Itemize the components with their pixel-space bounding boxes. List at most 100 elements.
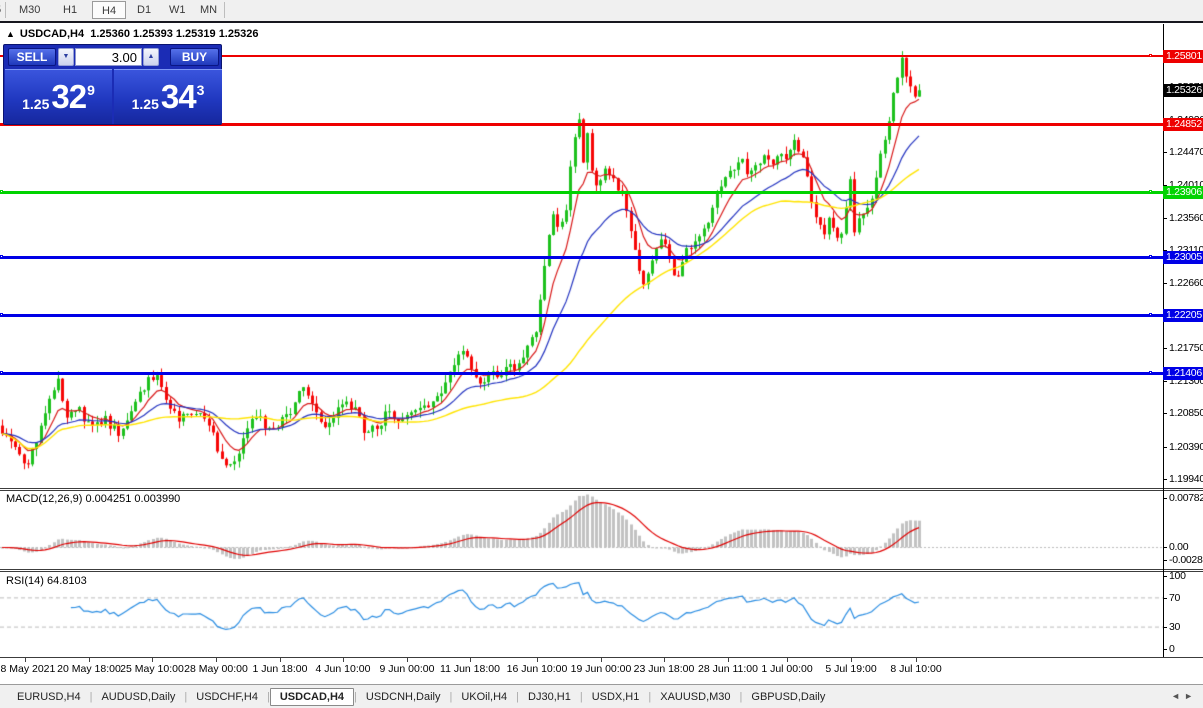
date-tick bbox=[728, 658, 729, 662]
date-label: 20 May 18:00 bbox=[57, 663, 121, 675]
price-tick bbox=[1163, 381, 1167, 382]
timeframe-button-h4[interactable]: H4 bbox=[92, 1, 127, 19]
date-tick bbox=[601, 658, 602, 662]
chart-tab-dj30[interactable]: DJ30,H1 bbox=[528, 690, 571, 703]
horizontal-line-1.25801[interactable] bbox=[0, 55, 1163, 57]
chart-tab-usdcnh[interactable]: USDCNH,Daily bbox=[365, 690, 441, 703]
buy-button[interactable]: BUY bbox=[170, 48, 219, 66]
timeframe-button-mn[interactable]: MN bbox=[200, 4, 218, 16]
horizontal-line-1.24852[interactable] bbox=[0, 123, 1163, 126]
date-label: 11 Jun 18:00 bbox=[440, 663, 500, 675]
date-label: 1 Jun 18:00 bbox=[252, 663, 308, 675]
level-price-label: 1.25801 bbox=[1163, 50, 1203, 63]
price-tick-label: 1.20850 bbox=[1169, 407, 1203, 419]
chart-tab-xauusd[interactable]: XAUUSD,M30 bbox=[660, 690, 731, 703]
tab-separator: | bbox=[579, 690, 583, 703]
rsi-canvas[interactable] bbox=[0, 573, 1163, 656]
buy-price-prefix: 1.25 bbox=[131, 96, 159, 112]
horizontal-line-1.21406[interactable] bbox=[0, 372, 1163, 375]
line-handle-left[interactable] bbox=[0, 255, 3, 258]
level-price-label: 1.22205 bbox=[1163, 309, 1203, 322]
buy-price-pip: 3 bbox=[196, 82, 205, 98]
level-price-label: 1.24852 bbox=[1163, 118, 1203, 131]
macd-axis-label: 0.007826 bbox=[1169, 492, 1203, 504]
line-handle-right[interactable] bbox=[1149, 190, 1152, 193]
tab-scroll-right-icon: ► bbox=[1184, 691, 1197, 701]
horizontal-line-1.23005[interactable] bbox=[0, 256, 1163, 259]
volume-increase-icon[interactable]: ▲ bbox=[143, 48, 159, 66]
line-handle-right[interactable] bbox=[1149, 54, 1152, 57]
timeframe-button-m30[interactable]: M30 bbox=[19, 4, 41, 16]
collapse-triangle-icon: ▲ bbox=[6, 29, 15, 39]
tab-separator: | bbox=[516, 690, 520, 703]
panel-separator[interactable] bbox=[0, 569, 1203, 570]
price-tick-label: 1.20390 bbox=[1169, 441, 1203, 453]
date-tick bbox=[25, 658, 26, 662]
price-tick bbox=[1163, 447, 1167, 448]
sell-button[interactable]: SELL bbox=[8, 48, 56, 66]
tab-scroll-arrows[interactable]: ◄► bbox=[1171, 691, 1197, 701]
volume-input[interactable] bbox=[75, 48, 142, 66]
chart-tab-gbpusd[interactable]: GBPUSD,Daily bbox=[751, 690, 826, 703]
chart-tab-usdx[interactable]: USDX,H1 bbox=[591, 690, 640, 703]
chart-window-border bbox=[0, 21, 1203, 23]
horizontal-line-1.23906[interactable] bbox=[0, 191, 1163, 194]
line-handle-right[interactable] bbox=[1149, 313, 1152, 316]
rsi-axis-label: 70 bbox=[1169, 592, 1181, 604]
date-tick bbox=[916, 658, 917, 662]
chart-tab-usdchf[interactable]: USDCHF,H4 bbox=[196, 690, 258, 703]
line-handle-left[interactable] bbox=[0, 371, 3, 374]
current-price-label: 1.25326 bbox=[1163, 84, 1203, 97]
price-tick-label: 1.24470 bbox=[1169, 146, 1203, 158]
date-tick bbox=[216, 658, 217, 662]
sell-price-big: 32 bbox=[51, 78, 87, 115]
line-handle-left[interactable] bbox=[0, 313, 3, 316]
macd-canvas[interactable] bbox=[0, 491, 1163, 568]
panel-separator[interactable] bbox=[0, 488, 1203, 489]
date-tick bbox=[89, 658, 90, 662]
panel-separator[interactable] bbox=[0, 490, 1203, 491]
rsi-axis-label: 0 bbox=[1169, 643, 1175, 655]
timeframe-button-w1[interactable]: W1 bbox=[169, 4, 186, 16]
chart-tab-audusd[interactable]: AUDUSD,Daily bbox=[101, 690, 176, 703]
macd-axis-label: -0.002859 bbox=[1169, 554, 1203, 566]
line-handle-right[interactable] bbox=[1149, 371, 1152, 374]
clipped-timeframe-button[interactable]: 5 bbox=[0, 1, 4, 19]
tab-separator: | bbox=[449, 690, 453, 703]
price-tick-label: 1.21750 bbox=[1169, 342, 1203, 354]
volume-decrease-icon[interactable]: ▼ bbox=[58, 48, 74, 66]
macd-tick bbox=[1163, 560, 1167, 561]
tab-separator: | bbox=[184, 690, 188, 703]
rsi-tick bbox=[1163, 627, 1167, 628]
line-handle-left[interactable] bbox=[0, 190, 3, 193]
date-label: 4 Jun 10:00 bbox=[315, 663, 371, 675]
date-label: 19 Jun 00:00 bbox=[570, 663, 632, 675]
macd-label: MACD(12,26,9) 0.004251 0.003990 bbox=[6, 493, 181, 505]
price-tick bbox=[1163, 283, 1167, 284]
line-handle-right[interactable] bbox=[1149, 255, 1152, 258]
panel-separator[interactable] bbox=[0, 571, 1203, 572]
timeframe-button-d1[interactable]: D1 bbox=[137, 4, 152, 16]
chart-tab-eurusd[interactable]: EURUSD,H4 bbox=[17, 690, 81, 703]
price-tick bbox=[1163, 413, 1167, 414]
price-tick bbox=[1163, 348, 1167, 349]
chart-tab-ukoil[interactable]: UKOil,H4 bbox=[461, 690, 508, 703]
date-label: 28 May 00:00 bbox=[184, 663, 248, 675]
level-price-label: 1.23005 bbox=[1163, 251, 1203, 264]
price-tick-label: 1.22660 bbox=[1169, 277, 1203, 289]
date-label: 23 Jun 18:00 bbox=[633, 663, 695, 675]
horizontal-line-1.22205[interactable] bbox=[0, 314, 1163, 317]
date-label: 9 Jun 00:00 bbox=[379, 663, 435, 675]
chart-tab-usdcad[interactable]: USDCAD,H4 bbox=[269, 687, 355, 706]
sell-price-display[interactable]: 1.25 32 9 bbox=[5, 69, 112, 124]
timeframe-button-h1[interactable]: H1 bbox=[63, 4, 78, 16]
date-label: 18 May 2021 bbox=[0, 663, 56, 675]
date-tick bbox=[664, 658, 665, 662]
level-price-label: 1.21406 bbox=[1163, 367, 1203, 380]
tab-separator: | bbox=[739, 690, 743, 703]
date-tick bbox=[343, 658, 344, 662]
buy-price-display[interactable]: 1.25 34 3 bbox=[114, 69, 222, 124]
rsi-tick bbox=[1163, 649, 1167, 650]
date-tick bbox=[280, 658, 281, 662]
